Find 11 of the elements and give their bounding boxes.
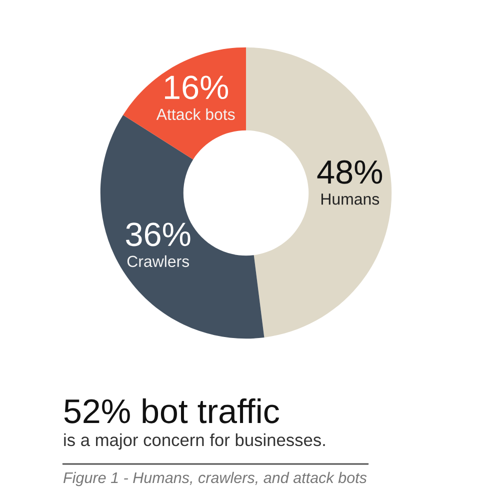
data-label: 16% bbox=[165, 76, 228, 100]
donut-slice bbox=[246, 47, 392, 338]
slice-label: Humans bbox=[321, 194, 380, 205]
slice-label: Attack bots bbox=[156, 108, 235, 120]
text: 52% bot traffic bbox=[64, 398, 280, 424]
text: is a major concern for businesses. bbox=[64, 433, 325, 450]
slice-label: Crawlers bbox=[127, 255, 190, 268]
data-label: 48% bbox=[317, 160, 382, 184]
caption: Figure 1 - Humans, crawlers, and attack bots bbox=[63, 472, 367, 486]
donut-slice bbox=[123, 47, 246, 160]
data-label: 36% bbox=[126, 222, 190, 246]
